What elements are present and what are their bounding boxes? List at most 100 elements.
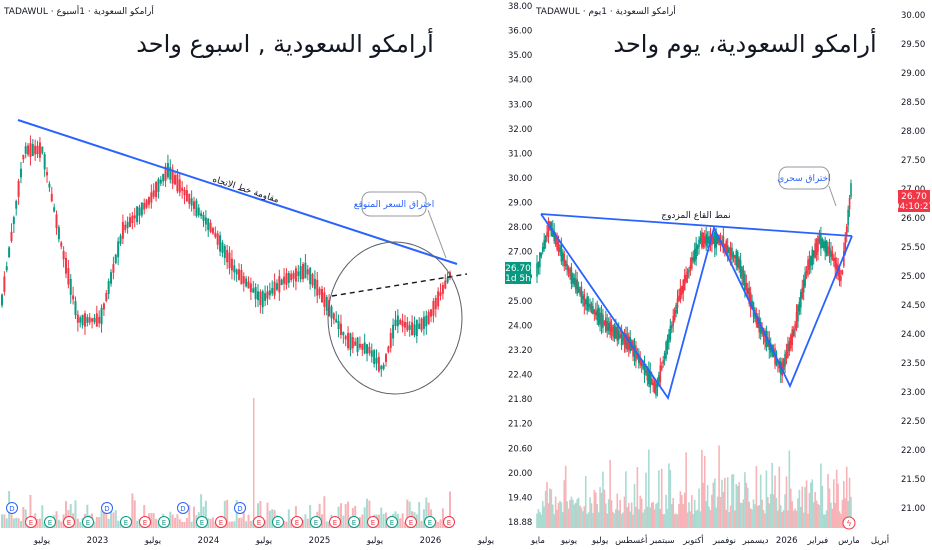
right-candle-body bbox=[569, 269, 571, 277]
left-volume-bar bbox=[200, 494, 203, 528]
left-volume-bar bbox=[302, 519, 305, 528]
event-icon-letter: E bbox=[352, 519, 356, 527]
left-candle-body bbox=[67, 268, 70, 285]
right-volume-bar bbox=[536, 513, 538, 528]
event-icon[interactable] bbox=[405, 516, 417, 528]
left-candles bbox=[1, 135, 451, 377]
left-candle-body bbox=[129, 217, 131, 228]
right-volume-bar bbox=[660, 468, 663, 528]
right-volume-bar bbox=[587, 512, 590, 528]
right-volume-bar bbox=[594, 492, 597, 528]
left-candle-body bbox=[159, 179, 162, 184]
event-icon-letter: E bbox=[447, 519, 451, 527]
event-icon[interactable] bbox=[215, 516, 227, 528]
right-candle-body bbox=[789, 334, 792, 349]
right-volume-bar bbox=[798, 489, 801, 528]
event-icon[interactable] bbox=[424, 516, 436, 528]
event-icon[interactable] bbox=[291, 516, 303, 528]
right-volume-bar bbox=[567, 508, 570, 528]
lightning-icon[interactable] bbox=[842, 516, 856, 530]
right-volume-bar bbox=[662, 514, 664, 528]
left-candle-body bbox=[254, 287, 257, 300]
left-volume-bar bbox=[449, 491, 451, 528]
right-volume-bar bbox=[645, 472, 647, 528]
left-candle-body bbox=[406, 322, 409, 331]
event-icon[interactable] bbox=[139, 516, 151, 528]
right-volume-bar bbox=[682, 504, 685, 528]
left-candle-body bbox=[247, 281, 250, 289]
event-icon[interactable] bbox=[310, 516, 322, 528]
right-volume-bar bbox=[718, 445, 720, 528]
right-candle-body bbox=[551, 228, 554, 237]
left-x-tick-label: يوليو bbox=[366, 536, 384, 546]
left-candle-body bbox=[392, 324, 395, 339]
event-icon[interactable] bbox=[63, 516, 75, 528]
event-icon[interactable] bbox=[120, 516, 132, 528]
event-icon[interactable] bbox=[101, 502, 113, 514]
right-volume-bar bbox=[596, 503, 599, 528]
right-volume-bar bbox=[788, 450, 791, 528]
left-candle-body bbox=[413, 324, 416, 336]
right-candle-body bbox=[696, 245, 699, 249]
right-volume-bar bbox=[559, 500, 561, 528]
left-candle-body bbox=[112, 264, 115, 273]
event-icon[interactable] bbox=[272, 516, 284, 528]
left-candle-body bbox=[311, 274, 314, 286]
event-icon[interactable] bbox=[25, 516, 37, 528]
left-volume-bar bbox=[223, 500, 226, 528]
right-candle-body bbox=[818, 238, 821, 243]
right-volume-bar bbox=[745, 482, 748, 528]
event-icon[interactable] bbox=[443, 516, 455, 528]
left-candle-body bbox=[240, 269, 243, 285]
left-candle-body bbox=[121, 221, 124, 239]
right-x-tick-label: أبريل bbox=[871, 534, 889, 546]
left-volume-bar bbox=[380, 507, 383, 528]
left-candle-body bbox=[95, 313, 98, 327]
right-volume-bar bbox=[837, 483, 839, 528]
event-icon[interactable] bbox=[158, 516, 170, 528]
right-candle-body bbox=[838, 267, 841, 282]
left-candle-body bbox=[102, 303, 105, 310]
right-volume-bar bbox=[805, 480, 808, 528]
right-candle-body bbox=[749, 292, 752, 309]
event-icon[interactable] bbox=[253, 516, 265, 528]
event-icon[interactable] bbox=[367, 516, 379, 528]
right-y-tick-label: 22.50 bbox=[901, 417, 925, 427]
event-icon[interactable] bbox=[348, 516, 360, 528]
left-candle-body bbox=[403, 322, 406, 328]
right-volume-bar bbox=[696, 509, 699, 528]
event-icon[interactable] bbox=[234, 502, 246, 514]
right-volume-bar bbox=[771, 462, 773, 528]
right-volume-bar bbox=[791, 501, 794, 528]
right-volume-bar bbox=[722, 491, 725, 528]
right-volume-bar bbox=[752, 499, 755, 528]
event-icon[interactable] bbox=[329, 516, 341, 528]
right-candle-body bbox=[832, 257, 835, 261]
right-candle-body bbox=[577, 286, 580, 293]
left-volume-bar bbox=[437, 521, 440, 528]
left-candle-body bbox=[323, 292, 326, 307]
right-candle-body bbox=[741, 266, 743, 280]
right-candle-body bbox=[708, 235, 710, 245]
left-volume-bar bbox=[204, 500, 207, 528]
left-candle-body bbox=[107, 280, 110, 294]
left-candle-body bbox=[124, 224, 127, 231]
left-price-tag: 26.70 1d 5h bbox=[505, 262, 531, 284]
right-volume-bar bbox=[563, 480, 566, 528]
left-candle-body bbox=[27, 145, 30, 155]
event-icon-letter: D bbox=[9, 505, 14, 513]
event-icon[interactable] bbox=[82, 516, 94, 528]
event-icon-letter: E bbox=[200, 519, 204, 527]
left-y-tick-label: 33.00 bbox=[508, 100, 532, 110]
left-volume-bar bbox=[304, 514, 307, 528]
left-volume-bar bbox=[79, 521, 82, 528]
event-icon[interactable] bbox=[6, 502, 18, 514]
right-candle-body bbox=[564, 260, 567, 267]
event-icon[interactable] bbox=[44, 516, 56, 528]
event-icon[interactable] bbox=[386, 516, 398, 528]
right-candle-body bbox=[560, 244, 563, 262]
event-icon[interactable] bbox=[196, 516, 208, 528]
right-volume-bar bbox=[739, 502, 742, 528]
left-volume-bar bbox=[257, 503, 259, 528]
event-icon[interactable] bbox=[177, 502, 189, 514]
